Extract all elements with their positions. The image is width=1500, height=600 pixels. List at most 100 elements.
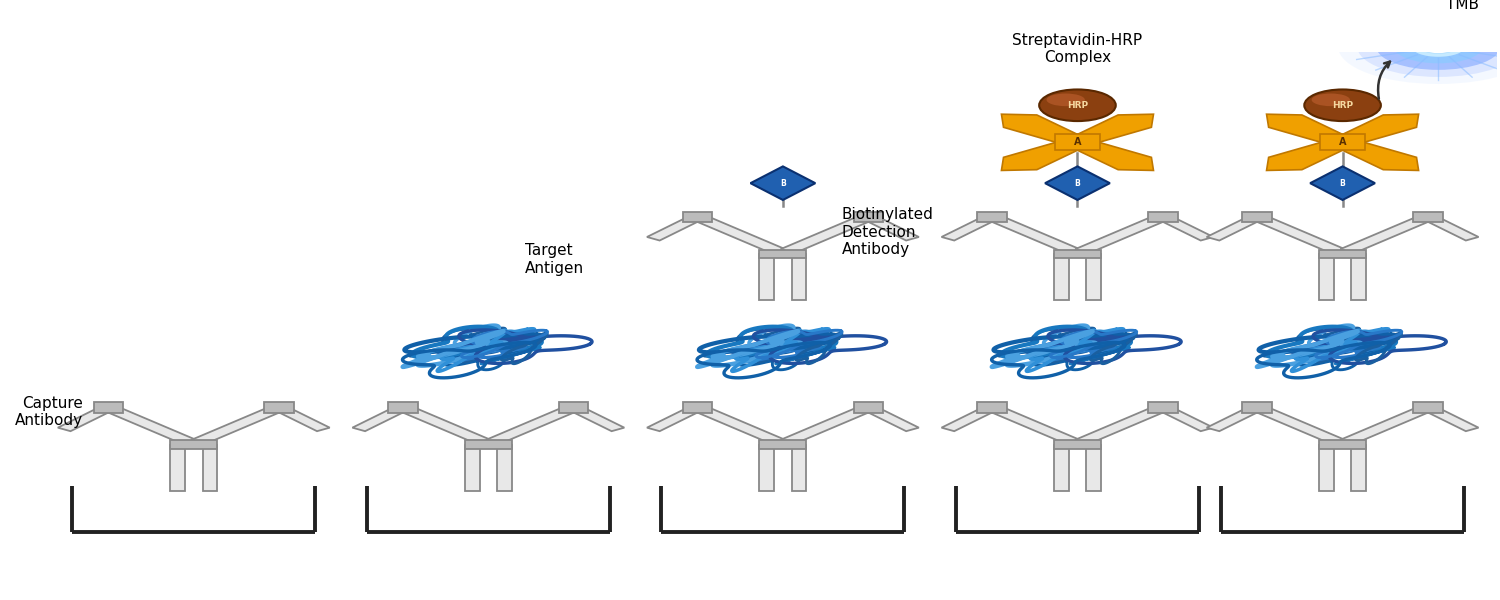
- Text: B: B: [780, 179, 786, 188]
- Bar: [978, 212, 1006, 223]
- Polygon shape: [750, 166, 816, 200]
- Bar: [1352, 254, 1366, 301]
- Polygon shape: [1046, 166, 1110, 200]
- Bar: [759, 250, 807, 259]
- Polygon shape: [692, 215, 784, 253]
- Bar: [1318, 445, 1334, 491]
- Polygon shape: [1334, 114, 1419, 146]
- Text: TMB: TMB: [1446, 0, 1479, 11]
- Bar: [759, 254, 774, 301]
- Text: B: B: [1340, 179, 1346, 188]
- Polygon shape: [646, 406, 704, 431]
- Bar: [792, 445, 807, 491]
- Circle shape: [1412, 37, 1466, 57]
- Polygon shape: [1206, 406, 1263, 431]
- Bar: [1352, 445, 1366, 491]
- Text: Streptavidin-HRP
Complex: Streptavidin-HRP Complex: [1013, 32, 1143, 65]
- Text: Capture
Antibody: Capture Antibody: [15, 396, 84, 428]
- Circle shape: [1358, 17, 1500, 77]
- Text: A: A: [1074, 137, 1082, 148]
- Bar: [170, 440, 217, 449]
- Polygon shape: [1076, 215, 1170, 253]
- Bar: [1413, 402, 1443, 413]
- Ellipse shape: [1311, 94, 1350, 106]
- Bar: [264, 402, 294, 413]
- Bar: [978, 402, 1006, 413]
- Bar: [759, 440, 807, 449]
- Polygon shape: [1002, 139, 1088, 170]
- Polygon shape: [1266, 114, 1352, 146]
- Polygon shape: [986, 406, 1080, 444]
- Polygon shape: [1002, 114, 1088, 146]
- Polygon shape: [862, 215, 919, 241]
- Circle shape: [1377, 24, 1500, 70]
- Circle shape: [1338, 10, 1500, 84]
- Polygon shape: [1310, 166, 1376, 200]
- Bar: [792, 254, 807, 301]
- Polygon shape: [942, 406, 999, 431]
- Text: B: B: [1074, 179, 1080, 188]
- Bar: [202, 445, 217, 491]
- Bar: [1242, 402, 1272, 413]
- Polygon shape: [1068, 114, 1154, 146]
- Polygon shape: [1251, 215, 1346, 253]
- Bar: [465, 440, 512, 449]
- Polygon shape: [1156, 406, 1214, 431]
- Bar: [682, 212, 712, 223]
- Bar: [465, 445, 480, 491]
- Polygon shape: [273, 406, 330, 431]
- Polygon shape: [486, 406, 580, 444]
- Polygon shape: [58, 406, 114, 431]
- Bar: [93, 402, 123, 413]
- Polygon shape: [1206, 215, 1263, 241]
- Bar: [1086, 445, 1101, 491]
- Bar: [1242, 212, 1272, 223]
- Bar: [388, 402, 417, 413]
- Polygon shape: [352, 406, 410, 431]
- Bar: [759, 445, 774, 491]
- Ellipse shape: [1305, 89, 1382, 121]
- Polygon shape: [942, 215, 999, 241]
- Bar: [1086, 254, 1101, 301]
- Bar: [853, 402, 883, 413]
- Polygon shape: [1076, 406, 1170, 444]
- Polygon shape: [1068, 139, 1154, 170]
- Bar: [1318, 250, 1366, 259]
- Polygon shape: [567, 406, 624, 431]
- Polygon shape: [1251, 406, 1346, 444]
- Bar: [1318, 440, 1366, 449]
- Ellipse shape: [1040, 89, 1116, 121]
- Polygon shape: [646, 215, 704, 241]
- Polygon shape: [1422, 406, 1479, 431]
- Bar: [853, 212, 883, 223]
- Polygon shape: [1156, 215, 1214, 241]
- Polygon shape: [102, 406, 196, 444]
- Bar: [1413, 212, 1443, 223]
- Bar: [1148, 212, 1178, 223]
- Bar: [1320, 134, 1365, 151]
- Circle shape: [1420, 40, 1456, 53]
- Circle shape: [1394, 31, 1482, 64]
- Polygon shape: [192, 406, 286, 444]
- Bar: [496, 445, 512, 491]
- Bar: [1318, 254, 1334, 301]
- Ellipse shape: [1047, 94, 1084, 106]
- Text: HRP: HRP: [1332, 101, 1353, 110]
- Polygon shape: [1341, 406, 1434, 444]
- Polygon shape: [1341, 215, 1434, 253]
- Text: HRP: HRP: [1066, 101, 1088, 110]
- Polygon shape: [862, 406, 919, 431]
- Polygon shape: [1334, 139, 1419, 170]
- Polygon shape: [780, 406, 874, 444]
- Text: A: A: [1340, 137, 1347, 148]
- Polygon shape: [396, 406, 490, 444]
- Polygon shape: [1422, 215, 1479, 241]
- Bar: [560, 402, 588, 413]
- Bar: [1054, 250, 1101, 259]
- Bar: [1054, 440, 1101, 449]
- Bar: [1054, 254, 1068, 301]
- Polygon shape: [692, 406, 784, 444]
- Polygon shape: [986, 215, 1080, 253]
- Text: Biotinylated
Detection
Antibody: Biotinylated Detection Antibody: [842, 208, 933, 257]
- Text: Target
Antigen: Target Antigen: [525, 243, 585, 275]
